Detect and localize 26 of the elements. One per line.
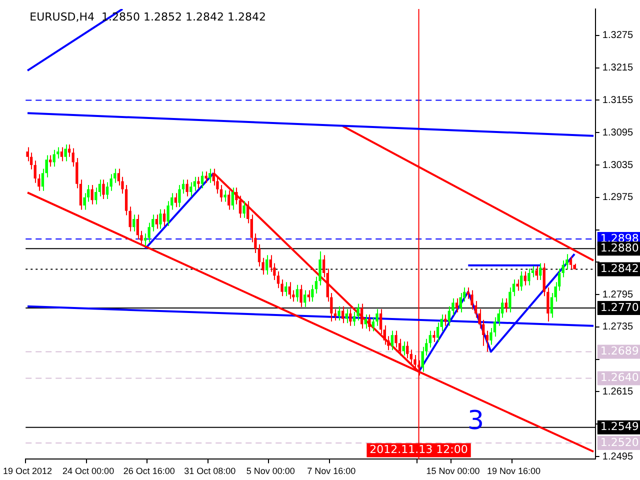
y-tick-label: 1.2795 — [602, 289, 634, 300]
x-tick-label: 2012.11.13 12:00 — [370, 443, 468, 456]
y-tick-label: 1.3215 — [602, 62, 634, 74]
y-tick-label: 1.2975 — [602, 192, 634, 204]
x-tick-label: 5 Nov 00:00 — [246, 466, 295, 476]
y-tick-label: 1.3095 — [602, 127, 634, 138]
x-tick-label: 31 Oct 08:00 — [184, 466, 236, 476]
y-tick-label: 1.2735 — [602, 322, 634, 333]
y-tick-label: 1.3275 — [602, 30, 634, 42]
x-tick-label: 24 Oct 00:00 — [62, 466, 114, 476]
ref-line-label: 1.2770 — [600, 300, 639, 314]
ref-line-label: 1.2520 — [600, 436, 639, 449]
ref-line-label: 1.2640 — [600, 371, 639, 384]
x-tick-label: 7 Nov 16:00 — [307, 466, 356, 476]
y-tick-label: 1.3155 — [602, 94, 634, 106]
x-tick-label: 26 Oct 16:00 — [123, 466, 175, 476]
x-tick-label: 15 Nov 00:00 — [426, 466, 480, 476]
ref-line-label: 1.2842 — [600, 262, 639, 276]
x-tick-label: 19 Nov 16:00 — [486, 466, 541, 476]
x-tick-label: 19 Oct 2012 — [3, 466, 52, 476]
ref-line-label: 1.2880 — [600, 242, 639, 255]
y-tick-label: 1.3035 — [602, 160, 634, 171]
y-tick-label: 1.2615 — [602, 386, 634, 398]
ref-line-label: 1.2549 — [600, 420, 639, 434]
y-tick-label: 1.2495 — [602, 451, 634, 462]
ref-line-label: 1.2689 — [600, 344, 639, 358]
